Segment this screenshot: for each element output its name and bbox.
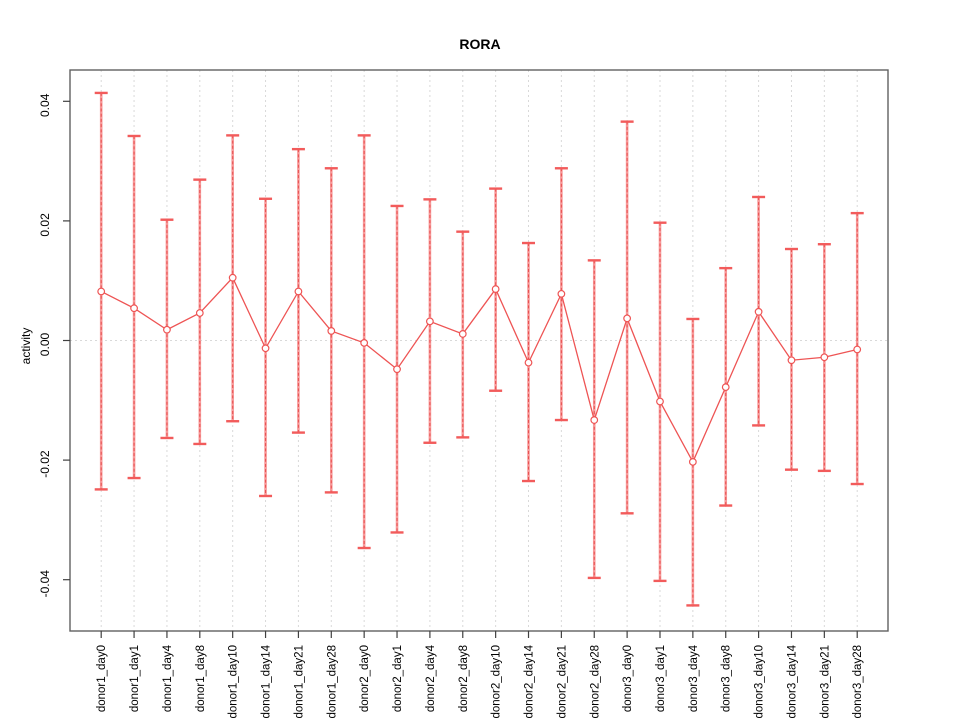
y-tick-label: 0.04 [38, 93, 52, 117]
data-point [557, 289, 566, 298]
x-tick-label: donor3_day14 [786, 644, 798, 718]
y-tick-label: -0.04 [38, 570, 52, 598]
x-tick-label: donor2_day28 [589, 645, 601, 719]
x-tick-label: donor3_day0 [622, 645, 634, 712]
x-tick-label: donor2_day10 [491, 645, 503, 719]
data-point [294, 287, 303, 296]
x-tick-label: donor3_day4 [688, 644, 700, 712]
x-tick-label: donor2_day0 [359, 645, 371, 712]
data-point [393, 365, 401, 374]
x-tick-label: donor2_day8 [458, 645, 470, 712]
data-point [491, 285, 500, 293]
x-tick-label: donor1_day4 [162, 644, 174, 712]
data-point [458, 330, 467, 338]
x-tick-label: donor3_day1 [655, 645, 667, 712]
x-tick-label: donor2_day14 [524, 644, 536, 718]
x-tick-label: donor1_day10 [228, 645, 240, 719]
x-tick-label: donor3_day10 [754, 645, 766, 719]
data-point [590, 416, 599, 424]
data-point [721, 383, 730, 392]
data-point [97, 287, 106, 296]
data-point [360, 338, 369, 347]
plot-frame [69, 69, 889, 632]
y-tick-label: 0.02 [38, 213, 52, 237]
data-point [228, 273, 237, 282]
x-tick-label: donor3_day21 [819, 645, 831, 719]
x-tick-label: donor2_day4 [425, 644, 437, 712]
y-tick-label: 0.00 [38, 332, 52, 356]
data-point [656, 397, 664, 406]
data-point [163, 325, 171, 334]
data-point [787, 356, 796, 365]
x-tick-label: donor2_day21 [556, 645, 568, 719]
data-point [327, 327, 336, 335]
x-tick-label: donor1_day1 [129, 645, 141, 712]
chart-title: RORA [459, 36, 501, 52]
data-point [623, 314, 632, 323]
data-point [261, 344, 270, 353]
x-tick-label: donor1_day8 [195, 645, 207, 712]
x-tick-label: donor3_day28 [852, 645, 864, 719]
y-tick-label: -0.02 [38, 450, 52, 478]
data-point [130, 304, 138, 313]
x-tick-label: donor1_day28 [326, 645, 338, 719]
x-tick-label: donor1_day21 [293, 645, 305, 719]
data-point [754, 307, 763, 316]
data-point [853, 345, 862, 354]
data-point [688, 457, 697, 466]
data-point [195, 309, 204, 317]
series-line [100, 276, 858, 464]
x-tick-label: donor2_day1 [392, 645, 404, 712]
data-point [426, 317, 434, 326]
data-point [820, 353, 829, 362]
x-tick-label: donor3_day8 [721, 645, 733, 712]
x-tick-label: donor1_day0 [96, 645, 108, 712]
x-tick-label: donor1_day14 [261, 644, 273, 718]
data-point [524, 358, 533, 367]
